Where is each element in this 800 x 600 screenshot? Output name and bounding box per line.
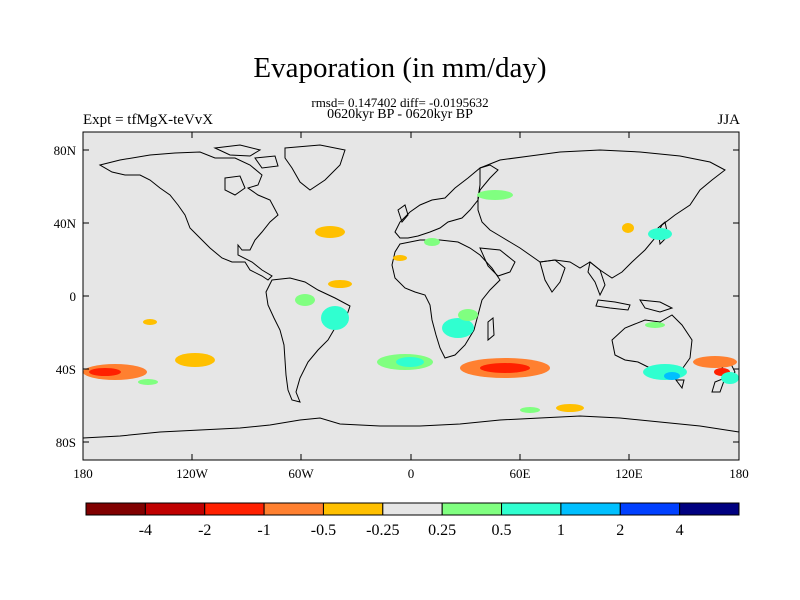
- colorbar-label: 1: [557, 522, 565, 539]
- lat-tick-labels: 80N 40N 0 40S 80S: [54, 143, 77, 450]
- patch-east-asia: [648, 228, 672, 240]
- colorbar-swatch: [204, 502, 265, 516]
- patch-pacific-small: [143, 319, 157, 325]
- patch-east-pacific: [138, 379, 158, 385]
- lat-ticks: [83, 149, 739, 443]
- patch-tasman: [693, 356, 737, 368]
- coastlines: [82, 144, 740, 439]
- lat-tick-label: 80S: [56, 435, 76, 450]
- lon-tick-label: 60E: [510, 466, 531, 481]
- patch-mediterranean: [424, 238, 440, 246]
- colorbar-label: -1: [257, 522, 270, 539]
- patch-south-africa: [442, 318, 474, 338]
- patch-australia-north: [645, 322, 665, 328]
- experiment-label: Expt = tfMgX-teVvX: [83, 112, 214, 128]
- lon-ticks: [82, 132, 740, 460]
- period-line: 0620kyr BP - 0620kyr BP: [327, 107, 473, 122]
- patch-europe: [477, 190, 513, 200]
- patch-indian-small: [556, 404, 584, 412]
- colorbar-swatch: [144, 502, 206, 516]
- colorbar-label: -0.5: [311, 522, 336, 539]
- map-background: [83, 132, 739, 460]
- lat-tick-label: 40S: [56, 362, 76, 377]
- colorbar-label: 2: [616, 522, 624, 539]
- season-label: JJA: [717, 112, 740, 128]
- lat-tick-label: 40N: [54, 216, 77, 231]
- colorbar-label: 0.5: [492, 522, 512, 539]
- patch-north-atlantic-2: [393, 255, 407, 261]
- colorbar-swatch: [382, 502, 443, 516]
- patch-south-atlantic-cyan: [396, 357, 424, 367]
- colorbar-swatch: [560, 502, 621, 516]
- patch-atlantic-mid: [328, 280, 352, 288]
- patch-south-indian-red: [480, 363, 530, 373]
- colorbar-label: -4: [139, 522, 152, 539]
- patch-australia-south-blue: [664, 372, 680, 380]
- patch-antarctic-green: [520, 407, 540, 413]
- lon-tick-label: 60W: [288, 466, 314, 481]
- patch-africa-green: [458, 309, 478, 321]
- patch-japan-orange: [622, 223, 634, 233]
- lon-tick-labels: 180 120W 60W 0 60E 120E 180: [73, 466, 749, 481]
- patch-south-pacific-mid: [175, 353, 215, 367]
- colorbar-swatch: [263, 502, 324, 516]
- lon-tick-label: 180: [729, 466, 749, 481]
- colorbar-swatch: [619, 502, 681, 516]
- plot-title: Evaporation (in mm/day): [253, 52, 547, 84]
- colorbar-label: 0.25: [428, 522, 456, 539]
- colorbar-swatch: [501, 502, 562, 516]
- lat-tick-label: 80N: [54, 143, 77, 158]
- lat-tick-label: 0: [70, 289, 77, 304]
- lon-tick-label: 120W: [176, 466, 209, 481]
- lon-tick-label: 180: [73, 466, 93, 481]
- lon-tick-label: 120E: [615, 466, 643, 481]
- patch-north-atlantic: [315, 226, 345, 238]
- colorbar-swatch: [679, 502, 740, 516]
- patch-nz-cyan: [721, 372, 739, 384]
- colorbar-swatch: [85, 502, 146, 516]
- patch-amazon: [295, 294, 315, 306]
- stats-line: rmsd= 0.147402 diff= -0.0195632: [311, 95, 489, 110]
- colorbar-label: -2: [198, 522, 211, 539]
- patch-south-pacific-west-core: [89, 368, 121, 376]
- colorbar: -4 -2 -1 -0.5 -0.25 0.25 0.5 1 2 4: [85, 502, 740, 539]
- colorbar-swatch: [441, 502, 503, 516]
- lon-tick-label: 0: [408, 466, 415, 481]
- colorbar-swatch: [322, 502, 384, 516]
- patch-south-america-east: [321, 306, 349, 330]
- anomaly-patches: [83, 190, 739, 413]
- colorbar-label: 4: [676, 522, 684, 539]
- colorbar-label: -0.25: [366, 522, 399, 539]
